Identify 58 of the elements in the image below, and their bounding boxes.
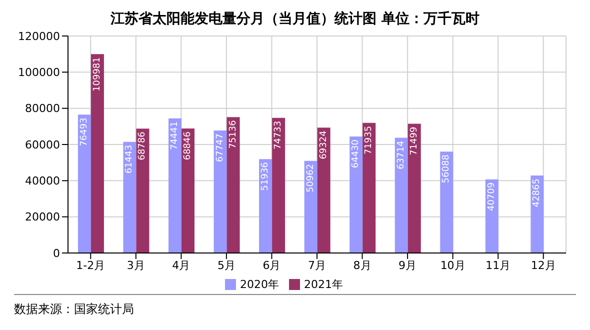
chart-title: 江苏省太阳能发电量分月（当月值）统计图 单位：万千瓦时 (110, 10, 480, 29)
x-tick-label: 1-2月 (76, 258, 106, 272)
data-label: 67747 (215, 133, 226, 162)
x-tick-label: 7月 (308, 258, 326, 272)
data-label: 71935 (364, 126, 374, 155)
x-tick-label: 10月 (440, 258, 466, 272)
data-label: 74441 (170, 121, 180, 150)
bar (304, 160, 318, 253)
data-label: 42865 (532, 178, 542, 208)
data-label: 68786 (138, 131, 148, 160)
y-tick-label: 100000 (18, 66, 60, 80)
y-tick-label: 20000 (25, 210, 60, 224)
bar (182, 128, 195, 253)
x-tick-label: 3月 (126, 258, 145, 272)
y-tick-label: 60000 (25, 138, 60, 152)
bar (226, 117, 240, 253)
data-label: 50962 (306, 164, 316, 192)
data-label: 61443 (124, 144, 135, 174)
data-label: 68846 (183, 131, 194, 160)
bar (394, 138, 408, 253)
bar (90, 54, 104, 253)
bar (123, 142, 136, 253)
bar (272, 118, 286, 253)
x-tick-label: 11月 (486, 258, 511, 272)
x-tick-label: 8月 (353, 258, 372, 272)
data-label: 109981 (92, 57, 102, 92)
bar (168, 118, 182, 253)
data-label: 75136 (228, 120, 238, 149)
bar (78, 114, 91, 253)
data-label: 64430 (351, 139, 362, 168)
legend-label: 2021年 (304, 278, 343, 291)
y-tick-label: 120000 (18, 30, 60, 43)
bar (317, 128, 330, 253)
x-tick-label: 6月 (262, 258, 281, 272)
y-tick-label: 0 (53, 246, 60, 260)
x-tick-label: 9月 (398, 258, 417, 272)
bar (440, 152, 454, 253)
data-label: 51936 (260, 162, 271, 191)
x-tick-label: 4月 (172, 258, 190, 272)
data-label: 69324 (318, 130, 329, 160)
y-tick-label: 40000 (25, 174, 60, 188)
x-tick-label: 5月 (217, 258, 236, 272)
source-note: 数据来源：国家统计局 (14, 301, 135, 318)
data-label: 40709 (486, 182, 497, 212)
data-label: 74733 (274, 120, 284, 150)
bar (362, 122, 376, 253)
x-tick-label: 12月 (530, 258, 556, 272)
data-label: 56088 (442, 154, 452, 184)
y-tick-label: 80000 (25, 102, 60, 116)
legend-label: 2020年 (240, 278, 279, 291)
bar (136, 128, 150, 253)
bar (259, 159, 272, 253)
data-label: 71499 (409, 126, 420, 156)
bar (350, 136, 363, 253)
bar (214, 130, 227, 253)
data-label: 63714 (396, 140, 406, 170)
bar (408, 124, 421, 253)
data-label: 76493 (79, 118, 90, 146)
